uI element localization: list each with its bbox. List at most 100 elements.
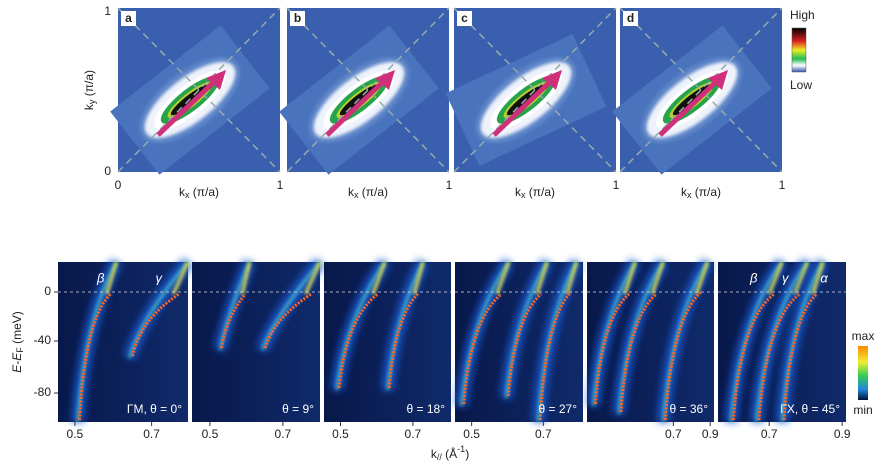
main: E-E	[10, 352, 24, 373]
x-axis-label: kx (π/a)	[681, 185, 721, 200]
fitted-dots	[593, 292, 630, 405]
panel-annotation: θ = 36°	[670, 402, 709, 416]
band-core	[386, 261, 425, 391]
band-top	[412, 261, 425, 295]
sub: F	[15, 347, 25, 353]
fitted-dots	[263, 292, 313, 349]
colorbar-max: max	[852, 329, 875, 343]
sup: -1	[457, 444, 465, 454]
band-top	[695, 261, 710, 295]
arpes-panel: ΓM, θ = 0° β γ	[58, 258, 193, 423]
y-tick-label: -80	[34, 385, 52, 399]
unit: (π/a)	[358, 185, 388, 199]
colorbar-low: Low	[790, 78, 812, 92]
band-label: γ	[156, 270, 164, 285]
k: k	[179, 185, 186, 199]
arpes-panel: θ = 9°	[192, 258, 325, 422]
fitted-dots	[757, 292, 801, 421]
arpes-panel: θ = 27°	[455, 258, 583, 423]
x-tick-label: 0	[115, 178, 122, 192]
band-label: γ	[782, 270, 790, 285]
label-box	[623, 11, 638, 26]
colorbar	[791, 27, 807, 73]
diagonal	[453, 7, 617, 173]
fitted-dots	[462, 292, 503, 405]
fitted-dots	[506, 292, 543, 397]
cut-arrow	[658, 78, 720, 137]
x-tick-label: 0.7	[665, 427, 682, 441]
band-core	[128, 261, 190, 359]
band-top	[495, 261, 511, 295]
unit: (π/a)	[82, 70, 96, 100]
x-tick-label: 1	[446, 178, 453, 192]
band-core	[335, 261, 387, 391]
unit: (π/a)	[189, 185, 219, 199]
cut-arrow	[156, 78, 218, 137]
k: k	[681, 185, 688, 199]
band-label: β	[96, 270, 105, 285]
fitted-dots	[663, 290, 703, 421]
band-top	[371, 261, 387, 295]
band-top	[767, 261, 784, 295]
unit: (π/a)	[525, 185, 555, 199]
panel-annotation: θ = 18°	[407, 402, 446, 416]
band-top	[623, 261, 637, 295]
cut-arrow	[325, 78, 387, 137]
band-top	[793, 261, 809, 295]
x-tick-label: 0.7	[143, 427, 160, 441]
close: )	[465, 447, 469, 461]
k: k	[82, 103, 96, 110]
diagonal	[286, 7, 450, 173]
x-tick-label: 0.7	[275, 427, 292, 441]
label-box	[290, 11, 305, 26]
label-box	[457, 11, 472, 26]
x-axis-label: kx (π/a)	[348, 185, 388, 200]
panel-label: a	[125, 11, 132, 25]
sub: //	[437, 452, 443, 462]
band-top	[240, 261, 252, 295]
y-tick-label: 0	[44, 284, 51, 298]
k: k	[515, 185, 522, 199]
diagonal	[619, 7, 783, 173]
map-panel: a	[110, 7, 281, 175]
x-tick-label: 0.9	[834, 427, 851, 441]
fitted-dots	[337, 292, 379, 389]
y-axis-label: E-EF (meV)	[10, 311, 25, 373]
arpes-panel: θ = 36°	[587, 258, 714, 423]
band-top	[811, 261, 825, 295]
panel-annotation: θ = 27°	[539, 402, 578, 416]
x-axis-label: k// (Å-1)	[431, 444, 469, 462]
panel-annotation: θ = 9°	[282, 402, 314, 416]
x-tick-label: 0.7	[535, 427, 552, 441]
fitted-dots	[77, 292, 112, 421]
band-top	[650, 261, 665, 295]
panel-label: b	[294, 11, 301, 25]
x-tick-label: 1	[277, 178, 284, 192]
band-top	[105, 261, 118, 295]
band-top	[304, 261, 322, 295]
k: k	[348, 185, 355, 199]
x-tick-label: 0.5	[202, 427, 219, 441]
diagonal	[117, 7, 281, 173]
x-tick-label: 0.5	[463, 427, 480, 441]
x-tick-label: 0.5	[67, 427, 84, 441]
sub: x	[687, 190, 692, 200]
band-top	[565, 261, 579, 295]
colorbar-min: min	[853, 403, 872, 417]
x-axis-label: kx (π/a)	[179, 185, 219, 200]
panel-label: d	[627, 11, 634, 25]
arpes-panel: θ = 18°	[324, 258, 451, 422]
sub: x	[521, 190, 526, 200]
y-tick-label: -40	[34, 333, 52, 347]
diagonal	[286, 7, 450, 173]
x-axis-label: kx (π/a)	[515, 185, 555, 200]
fitted-dots	[387, 292, 419, 389]
cut-arrowhead	[708, 70, 728, 90]
open: (Å	[442, 446, 457, 461]
panel-annotation: ΓM, θ = 0°	[127, 402, 182, 416]
cut-arrowhead	[375, 70, 395, 90]
band-top	[535, 261, 549, 295]
map-panel: c	[445, 7, 617, 173]
fitted-dots	[538, 290, 572, 421]
